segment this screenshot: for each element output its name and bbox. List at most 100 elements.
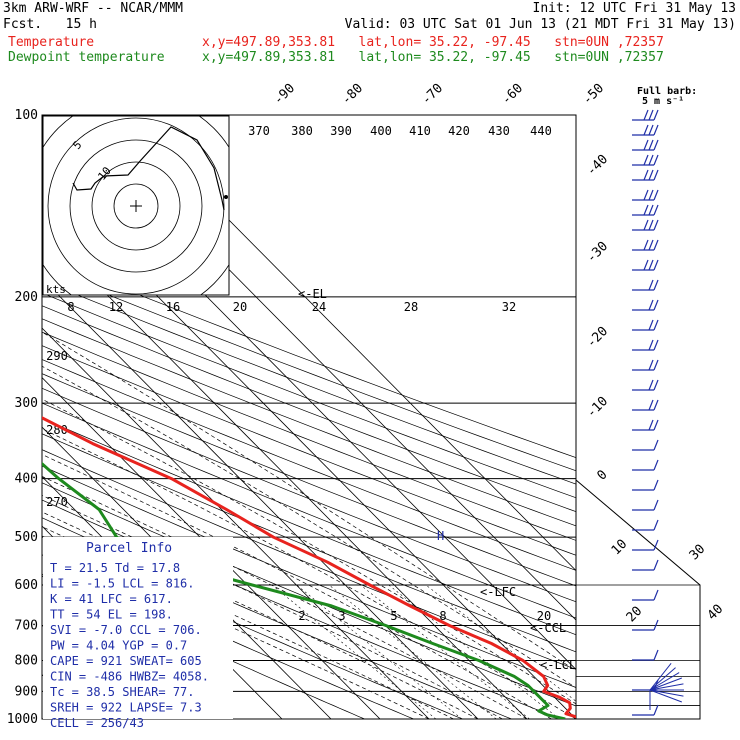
theta-label: 390 — [330, 124, 352, 138]
mixing-ratio-line — [360, 584, 530, 719]
isotherm-label: -30 — [584, 239, 611, 266]
isotherm-label: -50 — [580, 81, 607, 108]
isotherm-label: -60 — [499, 81, 526, 108]
wind-barb — [632, 124, 659, 136]
isotherm-label: 10 — [609, 537, 631, 559]
wind-barb — [632, 359, 659, 371]
theta-label: 440 — [530, 124, 552, 138]
theta-label: 420 — [448, 124, 470, 138]
mixing-ratio-label: 8 — [439, 609, 446, 623]
hodograph-storm-motion — [224, 195, 228, 199]
isotherm-line — [42, 377, 381, 719]
pressure-label: 400 — [15, 472, 38, 487]
pressure-label: 100 — [15, 108, 38, 123]
mixing-ratio-label: 20 — [537, 609, 551, 623]
dry-adiabat — [42, 359, 576, 571]
parcel-info-row: PW = 4.04 YGP = 0.7 — [50, 639, 187, 653]
wind-barb — [632, 299, 659, 311]
parcel-info-box — [43, 537, 233, 719]
level-marker: <-EL — [298, 287, 327, 301]
isotherm-line — [42, 228, 528, 719]
wind-barb — [649, 689, 684, 697]
isotherm-line — [42, 278, 479, 719]
pressure-label: 500 — [15, 530, 38, 545]
pressure-label: 700 — [15, 618, 38, 633]
pressure-label: 300 — [15, 396, 38, 411]
wind-barb — [649, 672, 680, 691]
isotherm-label: -70 — [419, 81, 446, 108]
wind-barb — [632, 589, 659, 601]
wind-barb — [632, 619, 659, 631]
barb-panel-outline — [575, 479, 701, 720]
pressure-label: 200 — [15, 290, 38, 305]
wind-barb — [632, 339, 659, 351]
mixing-ratio-line — [328, 584, 497, 719]
wind-barb — [632, 189, 659, 201]
speed-scale-label: 16 — [166, 300, 180, 314]
dry-adiabat — [42, 267, 576, 472]
moist-adiabat — [42, 454, 552, 719]
speed-scale-label: 12 — [109, 300, 123, 314]
wind-barb — [632, 154, 659, 166]
moist-adiabat — [42, 476, 528, 719]
moist-adiabat — [42, 331, 576, 672]
dewpoint-location: x,y=497.89,353.81 lat,lon= 35.22, -97.45… — [202, 50, 664, 65]
hodograph-kts-label: kts — [46, 283, 66, 296]
wind-barb — [632, 109, 659, 121]
theta-label: 410 — [409, 124, 431, 138]
wind-barb — [632, 139, 659, 151]
isotherm-label: 20 — [624, 604, 646, 626]
wind-barb — [632, 479, 659, 491]
isotherm-label: -90 — [271, 81, 298, 108]
isotherm-label: 0 — [594, 467, 610, 483]
init-time: Init: 12 UTC Fri 31 May 13 — [532, 1, 737, 16]
isotherm-label: -10 — [584, 394, 611, 421]
parcel-info-row: T = 21.5 Td = 17.8 — [50, 561, 180, 575]
level-marker: H — [437, 529, 444, 543]
moist-adiabat — [42, 398, 576, 705]
theta-label: 290 — [46, 349, 68, 363]
dewpoint-trace — [42, 461, 566, 719]
dry-adiabat — [42, 280, 576, 485]
theta-label: 400 — [370, 124, 392, 138]
level-marker: <-LFC — [480, 585, 516, 599]
parcel-info-title: Parcel Info — [86, 541, 172, 556]
mixing-ratio-line — [388, 584, 560, 719]
parcel-info-row: SREH = 922 LAPSE= 7.3 — [50, 701, 202, 715]
isotherm-label: 40 — [705, 602, 727, 624]
wind-barb — [632, 239, 659, 251]
pressure-label: 900 — [15, 684, 38, 699]
hodograph-trace — [72, 126, 225, 211]
pressure-label: 600 — [15, 578, 38, 593]
parcel-info-row: CIN = -486 HWBZ= 4058. — [50, 670, 209, 684]
speed-scale-label: 28 — [404, 300, 418, 314]
wind-barb — [632, 219, 659, 231]
dry-adiabat — [42, 373, 576, 587]
theta-label: 270 — [46, 495, 68, 509]
speed-scale-label: 8 — [67, 300, 74, 314]
wind-barb — [649, 683, 684, 691]
wind-barb — [632, 204, 659, 216]
parcel-info-row: CAPE = 921 SWEAT= 605 — [50, 654, 202, 668]
dry-adiabat — [42, 402, 576, 619]
model-title: 3km ARW-WRF -- NCAR/MMM — [3, 1, 184, 16]
parcel-info-row: K = 41 LFC = 617. — [50, 592, 173, 606]
wind-barb — [649, 667, 676, 691]
parcel-info-row: SVI = -7.0 CCL = 706. — [50, 623, 202, 637]
mixing-ratio-label: 2 — [298, 609, 305, 623]
hodograph-ring — [47, 117, 225, 295]
wind-barb — [632, 169, 659, 181]
dry-adiabat — [42, 292, 576, 499]
wind-barb — [632, 379, 659, 391]
dry-adiabat — [42, 449, 576, 670]
theta-label: 370 — [248, 124, 270, 138]
level-marker: <-LCL — [540, 658, 576, 672]
mixing-ratio-label: 3 — [338, 609, 345, 623]
isotherm-label: -20 — [584, 324, 611, 351]
wind-barb — [632, 649, 659, 661]
wind-barb — [632, 259, 659, 271]
dry-adiabat — [42, 318, 576, 527]
speed-scale-label: 32 — [502, 300, 516, 314]
dry-adiabat — [42, 345, 576, 556]
moist-adiabat — [42, 428, 576, 719]
